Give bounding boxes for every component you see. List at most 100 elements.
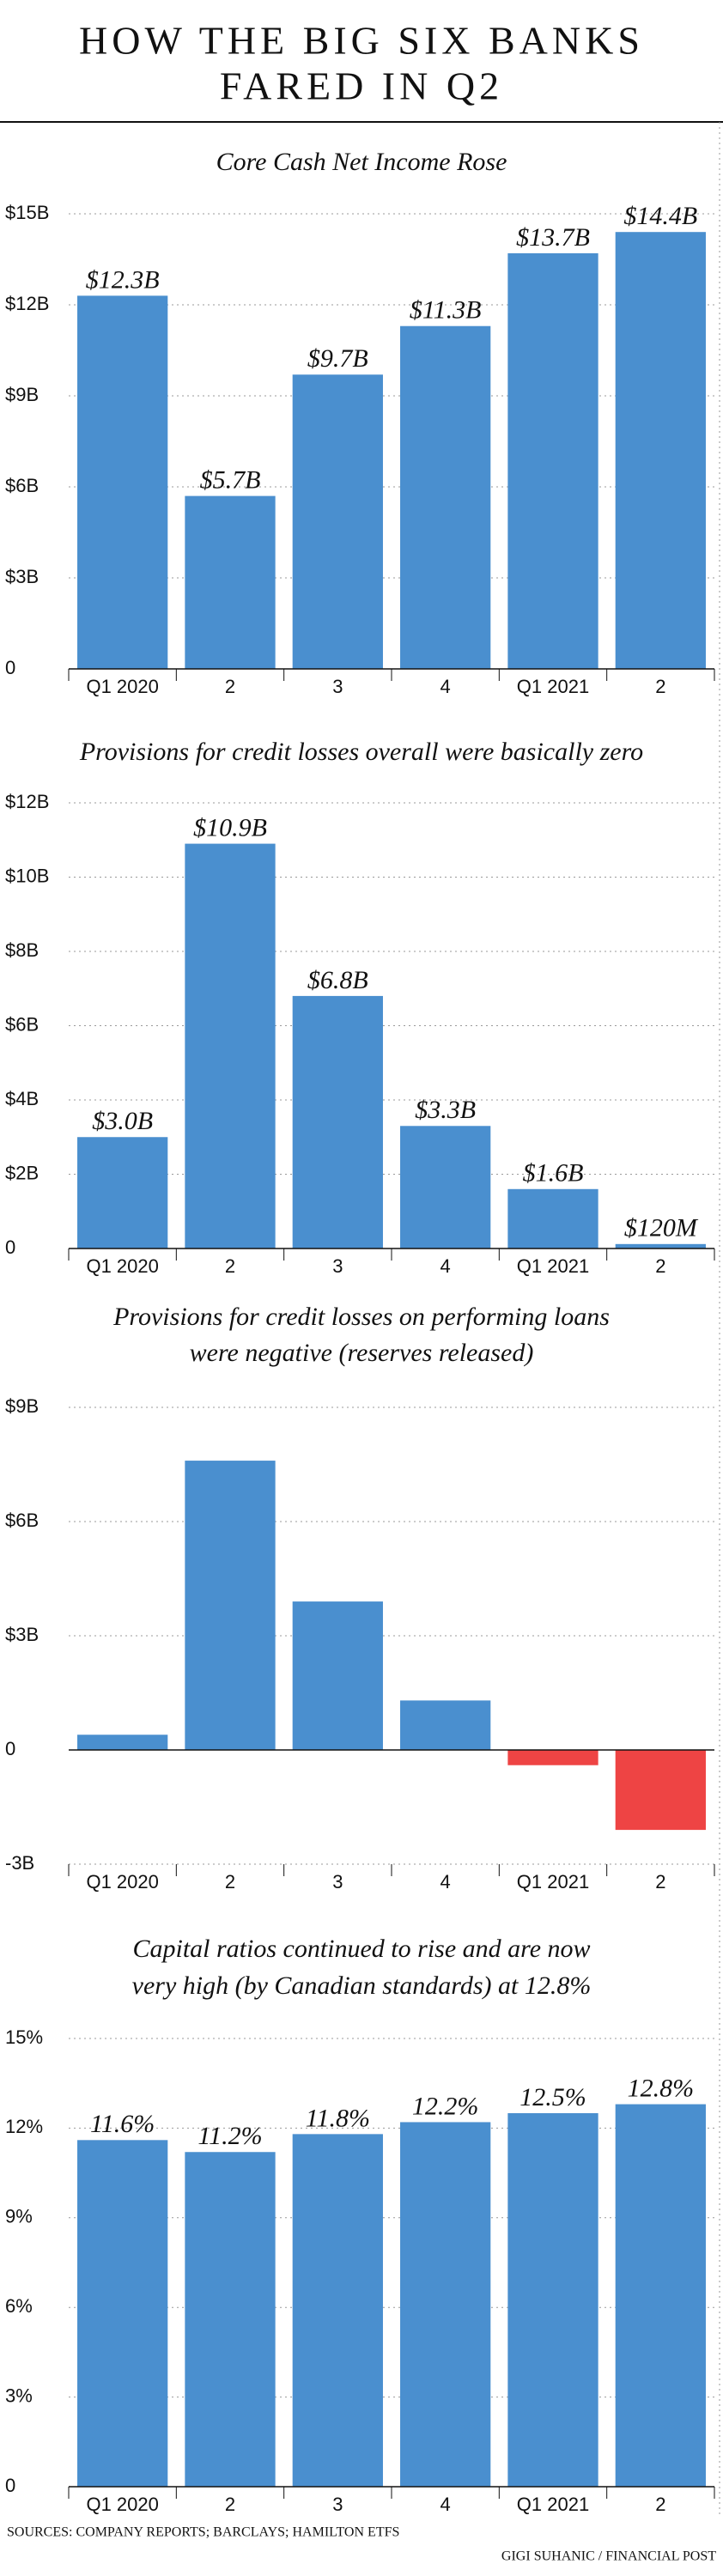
chart-title: Provisions for credit losses overall wer… — [79, 738, 643, 766]
x-tick-label: 2 — [225, 2494, 235, 2515]
x-tick-label: 2 — [655, 676, 665, 697]
x-tick-label: Q1 2020 — [86, 2494, 158, 2515]
value-label: $10.9B — [193, 813, 267, 841]
y-tick-label: $8B — [5, 939, 39, 961]
bar — [185, 1461, 276, 1750]
bar — [292, 1601, 383, 1750]
bar — [507, 1188, 598, 1249]
x-tick-label: Q1 2020 — [86, 1871, 158, 1893]
bar — [400, 1700, 491, 1750]
y-tick-label: $3B — [5, 566, 39, 587]
y-tick-label: $2B — [5, 1162, 39, 1183]
x-tick-label: 4 — [440, 676, 451, 697]
y-tick-label: $6B — [5, 1013, 39, 1035]
chart-title: very high (by Canadian standards) at 12.… — [132, 1971, 592, 2000]
y-tick-label: 3% — [5, 2385, 33, 2406]
x-tick-label: 2 — [655, 1255, 665, 1277]
value-label: 11.6% — [90, 2110, 155, 2138]
y-tick-label: $3B — [5, 1624, 39, 1645]
bar — [185, 495, 276, 669]
y-tick-label: 0 — [5, 2475, 15, 2496]
y-tick-label: $10B — [5, 865, 49, 886]
bar — [185, 2152, 276, 2487]
y-tick-label: 15% — [5, 2026, 43, 2048]
y-tick-label: $12B — [5, 791, 49, 812]
x-tick-label: 2 — [655, 1871, 665, 1893]
bar — [507, 252, 598, 669]
value-label: $6.8B — [307, 966, 368, 994]
value-label: 12.2% — [412, 2092, 479, 2120]
y-tick-label: 9% — [5, 2206, 33, 2227]
x-tick-label: 2 — [655, 2494, 665, 2515]
x-tick-label: Q1 2021 — [517, 1871, 589, 1893]
value-label: 12.8% — [628, 2074, 695, 2102]
y-tick-label: 12% — [5, 2116, 43, 2137]
x-tick-label: 3 — [332, 1871, 343, 1893]
y-tick-label: 6% — [5, 2295, 33, 2317]
y-tick-label: 0 — [5, 1738, 15, 1759]
title-line: FARED IN Q2 — [220, 64, 503, 108]
x-tick-label: 3 — [332, 676, 343, 697]
bar — [185, 843, 276, 1249]
x-tick-label: 4 — [440, 1255, 451, 1277]
y-tick-label: $9B — [5, 1395, 39, 1417]
y-tick-label: 0 — [5, 657, 15, 678]
bar — [292, 2134, 383, 2487]
value-label: 11.8% — [306, 2104, 370, 2132]
value-label: $1.6B — [523, 1159, 584, 1188]
credit: GIGI SUHANIC / FINANCIAL POST — [501, 2549, 716, 2564]
x-tick-label: Q1 2021 — [517, 1255, 589, 1277]
value-label: 11.2% — [197, 2122, 262, 2150]
x-tick-label: Q1 2020 — [86, 1255, 158, 1277]
y-tick-label: $15B — [5, 202, 49, 223]
y-tick-label: $4B — [5, 1088, 39, 1109]
y-tick-label: 0 — [5, 1236, 15, 1258]
x-tick-label: 2 — [225, 1255, 235, 1277]
x-tick-label: Q1 2020 — [86, 676, 158, 697]
x-tick-label: 4 — [440, 1871, 451, 1893]
x-tick-label: 4 — [440, 2494, 451, 2515]
x-tick-label: 3 — [332, 1255, 343, 1277]
value-label: $13.7B — [516, 223, 590, 252]
value-label: $14.4B — [623, 202, 697, 230]
bar — [615, 1243, 706, 1249]
bar — [400, 2122, 491, 2487]
x-tick-label: 3 — [332, 2494, 343, 2515]
value-label: 12.5% — [519, 2083, 586, 2111]
value-label: $120M — [624, 1214, 699, 1242]
chart-title: Provisions for credit losses on performi… — [112, 1303, 610, 1331]
bar — [292, 995, 383, 1249]
value-label: $9.7B — [307, 344, 368, 373]
x-tick-label: 2 — [225, 1871, 235, 1893]
value-label: $3.3B — [415, 1096, 476, 1124]
x-tick-label: Q1 2021 — [517, 2494, 589, 2515]
sources: SOURCES: COMPANY REPORTS; BARCLAYS; HAMI… — [7, 2525, 399, 2540]
title-line: HOW THE BIG SIX BANKS — [79, 19, 644, 63]
value-label: $12.3B — [86, 265, 160, 294]
x-tick-label: 2 — [225, 676, 235, 697]
bar — [400, 1126, 491, 1249]
chart-title: Core Cash Net Income Rose — [216, 148, 507, 176]
y-tick-label: $9B — [5, 384, 39, 405]
y-tick-label: $6B — [5, 475, 39, 496]
bar — [615, 1750, 706, 1831]
chart-title: were negative (reserves released) — [190, 1339, 534, 1367]
bar — [615, 232, 706, 669]
bar — [77, 2140, 168, 2487]
bar — [400, 325, 491, 669]
value-label: $3.0B — [92, 1107, 153, 1135]
value-label: $11.3B — [410, 296, 482, 325]
bar — [77, 1735, 168, 1750]
bar — [77, 295, 168, 669]
bar — [507, 2113, 598, 2487]
value-label: $5.7B — [200, 465, 261, 494]
bar — [292, 374, 383, 669]
y-tick-label: $6B — [5, 1510, 39, 1531]
y-tick-label: -3B — [5, 1852, 34, 1874]
y-tick-label: $12B — [5, 293, 49, 314]
chart-title: Capital ratios continued to rise and are… — [132, 1935, 590, 1963]
bar — [77, 1137, 168, 1249]
bar — [507, 1750, 598, 1765]
bar — [615, 2104, 706, 2487]
